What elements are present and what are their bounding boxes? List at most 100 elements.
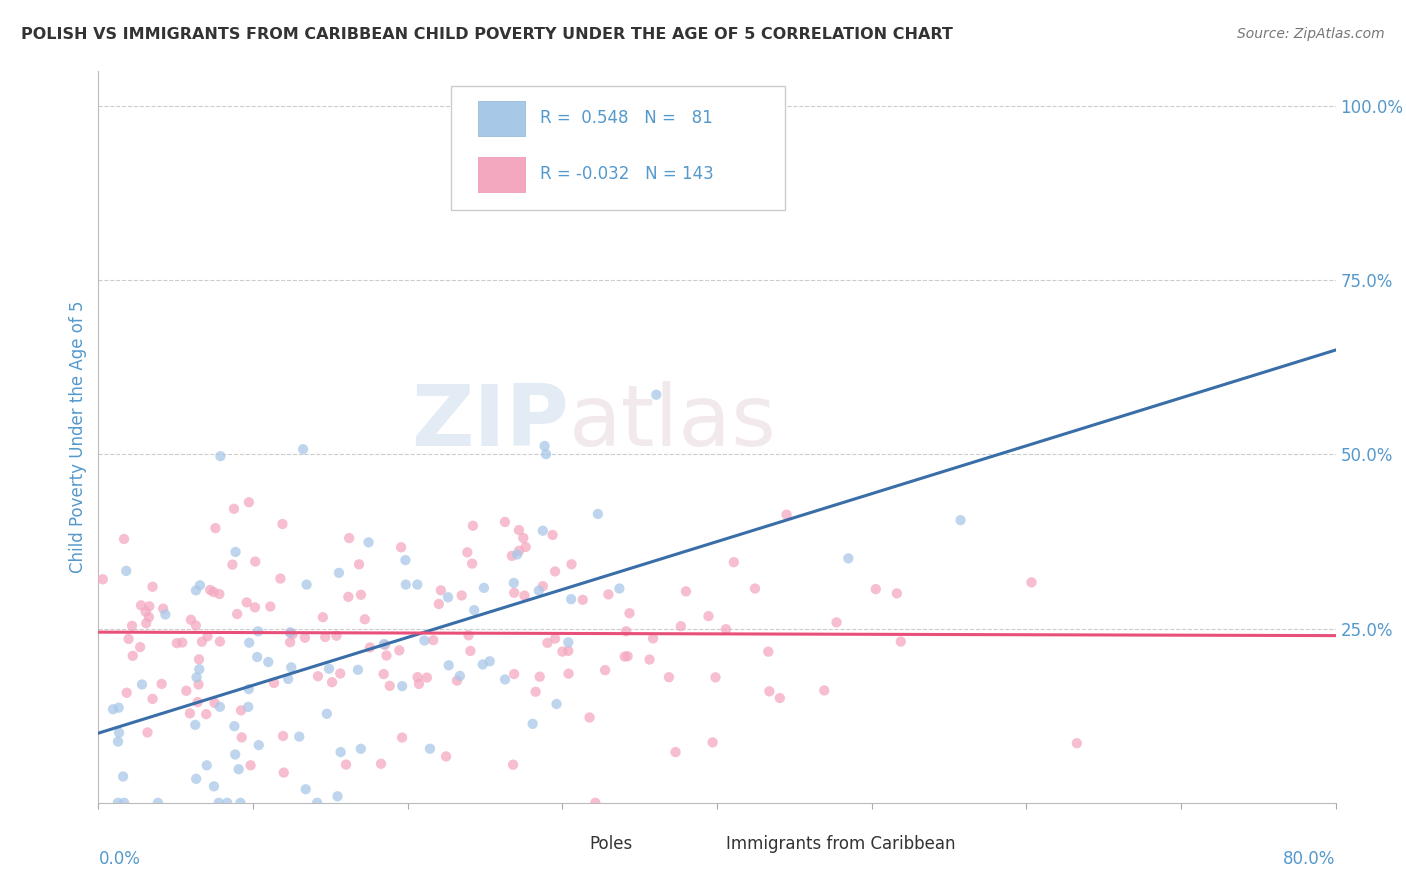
Point: [146, 796, 169, 810]
Point: [238, 636, 260, 650]
Point: [434, 749, 457, 764]
Point: [135, 605, 157, 619]
Point: [430, 583, 453, 598]
Point: [318, 662, 340, 676]
Point: [280, 660, 302, 674]
Point: [229, 703, 252, 717]
Point: [408, 677, 430, 691]
Point: [536, 636, 558, 650]
Point: [209, 449, 232, 463]
Point: [461, 518, 484, 533]
Point: [135, 616, 157, 631]
Point: [704, 670, 727, 684]
Point: [278, 635, 301, 649]
Point: [614, 624, 637, 639]
Point: [197, 629, 219, 643]
Point: [391, 731, 413, 745]
Point: [184, 718, 207, 732]
Point: [353, 612, 375, 626]
Point: [269, 572, 291, 586]
Text: R =  0.548   N =   81: R = 0.548 N = 81: [540, 109, 713, 128]
Point: [544, 565, 567, 579]
Point: [224, 719, 246, 733]
Point: [187, 695, 209, 709]
Point: [281, 627, 304, 641]
Point: [503, 667, 526, 681]
Text: atlas: atlas: [568, 381, 776, 464]
FancyBboxPatch shape: [478, 157, 526, 192]
Point: [374, 638, 396, 652]
Point: [91, 572, 114, 586]
Point: [531, 579, 554, 593]
Point: [150, 677, 173, 691]
Point: [638, 652, 661, 666]
Point: [813, 683, 835, 698]
Point: [107, 734, 129, 748]
Point: [560, 592, 582, 607]
Point: [112, 796, 135, 810]
Point: [506, 548, 529, 562]
Point: [271, 517, 294, 532]
Point: [195, 707, 218, 722]
Point: [325, 629, 347, 643]
Point: [350, 741, 373, 756]
Point: [775, 508, 797, 522]
Point: [723, 555, 745, 569]
FancyBboxPatch shape: [451, 86, 785, 211]
Point: [557, 635, 579, 649]
Point: [295, 577, 318, 591]
Point: [890, 634, 912, 648]
Point: [533, 439, 555, 453]
Point: [422, 633, 444, 648]
Point: [307, 669, 329, 683]
Point: [583, 796, 606, 810]
Point: [702, 735, 724, 749]
Point: [501, 549, 523, 563]
Point: [179, 706, 201, 721]
Point: [107, 700, 129, 714]
Point: [359, 640, 381, 655]
Text: R = -0.032   N = 143: R = -0.032 N = 143: [540, 166, 714, 184]
Point: [531, 524, 554, 538]
Point: [529, 670, 551, 684]
Point: [129, 599, 152, 613]
Point: [578, 710, 600, 724]
Point: [460, 644, 482, 658]
Point: [222, 501, 245, 516]
Point: [328, 566, 350, 580]
Point: [512, 531, 534, 545]
Point: [758, 684, 780, 698]
Point: [326, 789, 349, 804]
Point: [329, 666, 352, 681]
Point: [502, 576, 524, 591]
Point: [337, 590, 360, 604]
Point: [494, 673, 516, 687]
Point: [273, 765, 295, 780]
Point: [427, 597, 450, 611]
Point: [208, 699, 231, 714]
Point: [238, 682, 260, 697]
Point: [184, 618, 207, 632]
Point: [321, 675, 343, 690]
Point: [619, 606, 641, 620]
Point: [226, 607, 249, 621]
Point: [277, 672, 299, 686]
Point: [188, 662, 211, 676]
Point: [337, 531, 360, 545]
Point: [136, 725, 159, 739]
FancyBboxPatch shape: [550, 830, 581, 858]
Point: [288, 730, 311, 744]
Point: [112, 770, 135, 784]
Point: [645, 387, 668, 401]
Point: [664, 745, 686, 759]
Point: [513, 589, 536, 603]
Point: [437, 591, 460, 605]
Point: [202, 585, 225, 599]
Point: [259, 599, 281, 614]
Point: [198, 582, 221, 597]
FancyBboxPatch shape: [686, 830, 717, 858]
Point: [388, 643, 411, 657]
Point: [416, 671, 439, 685]
Point: [121, 648, 143, 663]
Point: [449, 669, 471, 683]
